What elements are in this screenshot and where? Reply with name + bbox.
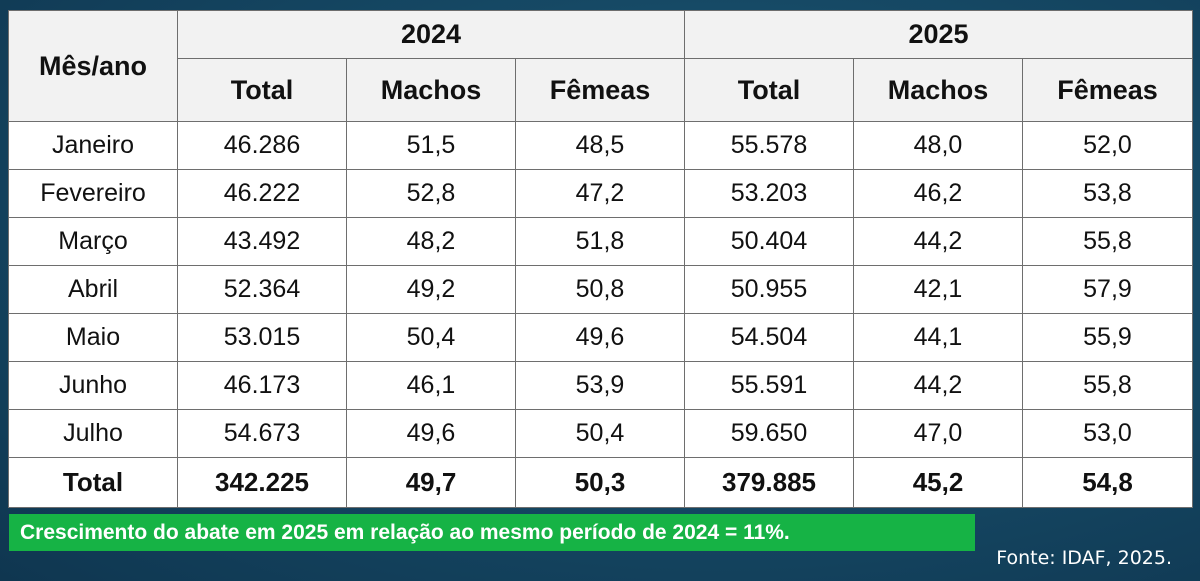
table-cell: 46.286 <box>177 121 347 170</box>
column-header: Fêmeas <box>1022 58 1193 122</box>
column-header: Machos <box>853 58 1023 122</box>
table-cell: 50.955 <box>684 265 854 314</box>
table-row: Janeiro 46.286 51,5 48,5 55.578 48,0 52,… <box>8 121 1193 170</box>
column-header: Total <box>177 58 347 122</box>
data-table: Mês/ano 2024 2025 Total Machos Fêmeas To… <box>8 10 1193 508</box>
table-cell: 51,8 <box>515 217 685 266</box>
total-cell: 342.225 <box>177 457 347 508</box>
table-cell: 48,5 <box>515 121 685 170</box>
table-cell: 46,1 <box>346 361 516 410</box>
table-cell: 53,0 <box>1022 409 1193 458</box>
table-cell: 57,9 <box>1022 265 1193 314</box>
table-cell: 49,2 <box>346 265 516 314</box>
table-cell: 55,8 <box>1022 361 1193 410</box>
table-row: Maio 53.015 50,4 49,6 54.504 44,1 55,9 <box>8 313 1193 362</box>
month-cell: Abril <box>8 265 178 314</box>
table-row: Junho 46.173 46,1 53,9 55.591 44,2 55,8 <box>8 361 1193 410</box>
month-cell: Junho <box>8 361 178 410</box>
table-cell: 50,4 <box>515 409 685 458</box>
table-cell: 50,8 <box>515 265 685 314</box>
total-cell: 379.885 <box>684 457 854 508</box>
month-cell: Maio <box>8 313 178 362</box>
table-cell: 46,2 <box>853 169 1023 218</box>
table-cell: 46.173 <box>177 361 347 410</box>
table-cell: 53,8 <box>1022 169 1193 218</box>
table-row: Julho 54.673 49,6 50,4 59.650 47,0 53,0 <box>8 409 1193 458</box>
column-header: Machos <box>346 58 516 122</box>
table-cell: 52,0 <box>1022 121 1193 170</box>
table-cell: 55.591 <box>684 361 854 410</box>
table-cell: 49,6 <box>346 409 516 458</box>
total-cell: 54,8 <box>1022 457 1193 508</box>
table-cell: 44,2 <box>853 217 1023 266</box>
table-cell: 43.492 <box>177 217 347 266</box>
month-cell: Julho <box>8 409 178 458</box>
table-row: Fevereiro 46.222 52,8 47,2 53.203 46,2 5… <box>8 169 1193 218</box>
column-header: Fêmeas <box>515 58 685 122</box>
source-note: Fonte: IDAF, 2025. <box>996 547 1172 569</box>
year-header-2025: 2025 <box>684 10 1193 59</box>
total-cell: 45,2 <box>853 457 1023 508</box>
table-cell: 52,8 <box>346 169 516 218</box>
table-cell: 53.015 <box>177 313 347 362</box>
table-cell: 49,6 <box>515 313 685 362</box>
table-cell: 47,0 <box>853 409 1023 458</box>
year-header-2024: 2024 <box>177 10 685 59</box>
table-cell: 48,2 <box>346 217 516 266</box>
growth-banner: Crescimento do abate em 2025 em relação … <box>9 514 975 551</box>
total-cell: 50,3 <box>515 457 685 508</box>
table-cell: 54.504 <box>684 313 854 362</box>
table-cell: 59.650 <box>684 409 854 458</box>
total-cell: 49,7 <box>346 457 516 508</box>
month-cell: Fevereiro <box>8 169 178 218</box>
table-row: Março 43.492 48,2 51,8 50.404 44,2 55,8 <box>8 217 1193 266</box>
table-cell: 44,2 <box>853 361 1023 410</box>
table-cell: 42,1 <box>853 265 1023 314</box>
table-cell: 50.404 <box>684 217 854 266</box>
table-cell: 55,9 <box>1022 313 1193 362</box>
table-cell: 55,8 <box>1022 217 1193 266</box>
table-cell: 52.364 <box>177 265 347 314</box>
table-cell: 54.673 <box>177 409 347 458</box>
table-cell: 50,4 <box>346 313 516 362</box>
month-cell: Janeiro <box>8 121 178 170</box>
table-cell: 48,0 <box>853 121 1023 170</box>
table-cell: 44,1 <box>853 313 1023 362</box>
table-cell: 53.203 <box>684 169 854 218</box>
total-label: Total <box>8 457 178 508</box>
column-header: Total <box>684 58 854 122</box>
table-cell: 46.222 <box>177 169 347 218</box>
month-cell: Março <box>8 217 178 266</box>
table-row: Abril 52.364 49,2 50,8 50.955 42,1 57,9 <box>8 265 1193 314</box>
table-cell: 55.578 <box>684 121 854 170</box>
row-header-label: Mês/ano <box>8 10 178 122</box>
table-cell: 47,2 <box>515 169 685 218</box>
table-cell: 51,5 <box>346 121 516 170</box>
table-cell: 53,9 <box>515 361 685 410</box>
total-row: Total 342.225 49,7 50,3 379.885 45,2 54,… <box>8 457 1193 508</box>
